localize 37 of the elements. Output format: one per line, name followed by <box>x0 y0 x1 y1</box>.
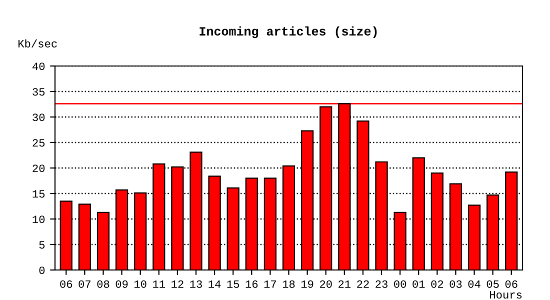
x-tick-label: 08 <box>97 280 110 288</box>
y-tick-label: 10 <box>32 216 45 224</box>
x-axis-title: Hours <box>490 291 522 299</box>
x-tick-label: 16 <box>246 280 258 288</box>
y-tick-label: 35 <box>32 88 45 96</box>
x-tick-label: 10 <box>134 280 146 288</box>
x-tick-label: 01 <box>412 280 425 288</box>
y-tick-label: 15 <box>32 190 45 198</box>
x-tick-label: 15 <box>227 280 240 288</box>
x-tick-label: 23 <box>376 280 388 288</box>
x-tick-label: 09 <box>116 280 128 288</box>
x-tick-label: 00 <box>394 280 406 288</box>
x-tick-label: 19 <box>301 280 314 288</box>
y-tick-label: 5 <box>39 241 45 249</box>
x-tick-label: 07 <box>78 280 90 288</box>
y-axis-title: Kb/sec <box>18 39 57 48</box>
x-tick-label: 12 <box>172 280 184 288</box>
x-tick-label: 20 <box>320 280 332 288</box>
chart-title: Incoming articles (size) <box>200 26 377 38</box>
x-tick-label: 14 <box>208 280 221 288</box>
y-tick-label: 40 <box>32 62 45 70</box>
x-tick-label: 05 <box>486 280 499 288</box>
x-tick-label: 17 <box>264 280 276 288</box>
y-tick-label: 20 <box>32 164 45 172</box>
x-tick-label: 13 <box>190 280 202 288</box>
x-tick-label: 18 <box>282 280 295 288</box>
x-tick-label: 03 <box>450 280 462 288</box>
x-tick-label: 06 <box>505 280 518 288</box>
x-tick-label: 04 <box>468 280 480 288</box>
x-tick-label: 06 <box>60 280 72 288</box>
x-tick-label: 21 <box>338 280 351 288</box>
y-tick-label: 25 <box>32 139 45 147</box>
x-tick-label: 22 <box>357 280 369 288</box>
y-tick-label: 0 <box>39 266 45 274</box>
x-tick-label: 11 <box>153 280 166 288</box>
y-tick-label: 30 <box>32 114 45 122</box>
x-tick-label: 02 <box>431 280 444 288</box>
